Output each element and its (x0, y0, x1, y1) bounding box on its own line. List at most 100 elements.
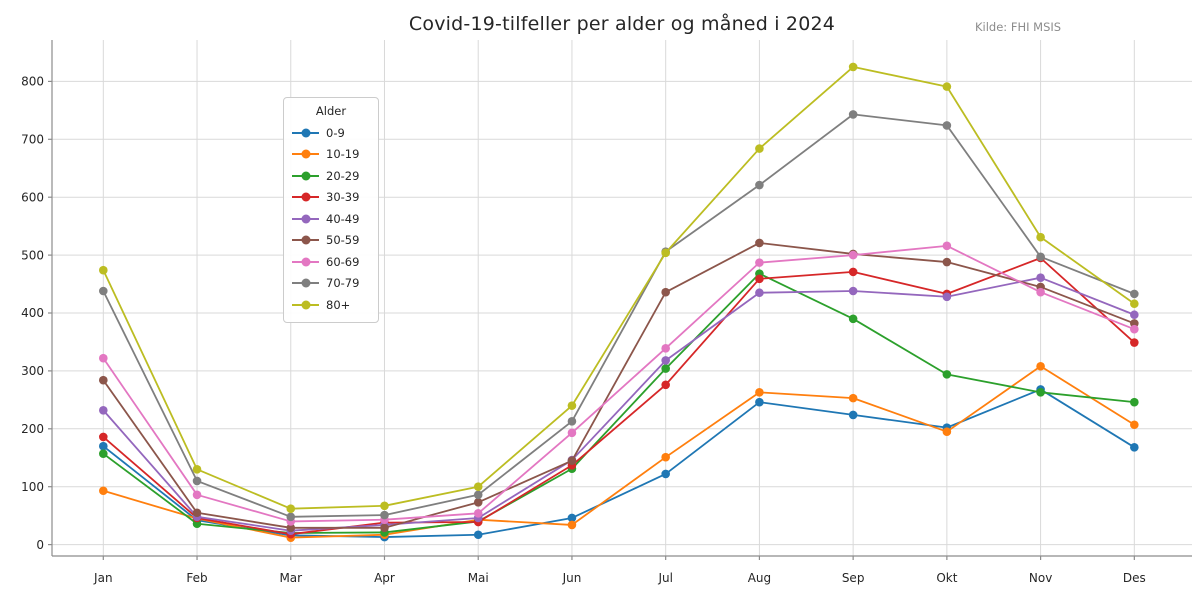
data-point (567, 520, 577, 530)
data-point (286, 504, 296, 514)
data-point (473, 498, 483, 507)
data-point (99, 286, 108, 296)
data-point (661, 469, 670, 479)
y-tick-label: 300 (21, 364, 44, 378)
data-point (942, 370, 952, 379)
y-tick-label: 500 (21, 248, 44, 262)
x-tick-label: Nov (1029, 571, 1052, 585)
data-point (99, 441, 108, 451)
legend-item-60-69: 60-69 (292, 251, 370, 273)
legend-label: 0-9 (326, 125, 345, 140)
data-point (1130, 420, 1139, 430)
data-point (192, 508, 202, 518)
series-line (102, 276, 1136, 532)
series-0-9 (99, 385, 1139, 542)
x-tick-label: Jun (562, 571, 582, 585)
legend-label: 70-79 (326, 276, 360, 291)
series-60-69 (99, 241, 1139, 526)
data-point (567, 456, 577, 465)
series-line (102, 244, 1136, 523)
data-point (192, 465, 202, 474)
data-point (755, 388, 764, 397)
data-point (755, 397, 764, 407)
y-tick-label: 200 (21, 422, 44, 436)
data-point (473, 530, 483, 540)
legend-item-70-79: 70-79 (292, 273, 370, 295)
data-point (848, 286, 858, 296)
data-point (1036, 273, 1045, 282)
y-tick-label: 0 (36, 538, 44, 552)
legend-item-50-59: 50-59 (292, 230, 370, 252)
series-line (102, 66, 1136, 510)
data-point (473, 509, 483, 518)
series-80+ (99, 62, 1139, 514)
data-point (286, 523, 296, 533)
data-point (99, 486, 108, 496)
y-tick-label: 700 (21, 133, 44, 147)
legend-marker-icon (292, 127, 319, 138)
series-line (102, 113, 1136, 518)
legend-item-20-29: 20-29 (292, 165, 370, 187)
data-point (1036, 361, 1045, 371)
data-point (380, 523, 389, 533)
y-tick-label: 600 (21, 190, 44, 204)
legend-marker-icon (292, 256, 319, 267)
legend-label: 40-49 (326, 211, 360, 226)
series-70-79 (99, 110, 1139, 522)
data-point (755, 258, 764, 267)
legend-marker-icon (292, 299, 319, 310)
series-10-19 (99, 361, 1139, 542)
legend-item-40-49: 40-49 (292, 208, 370, 230)
legend-item-0-9: 0-9 (292, 122, 370, 144)
x-tick-label: Aug (748, 571, 771, 585)
legend-item-10-19: 10-19 (292, 144, 370, 166)
data-point (661, 344, 670, 353)
data-point (473, 490, 483, 500)
data-point (473, 482, 483, 492)
x-tick-label: Jan (93, 571, 113, 585)
data-point (1130, 299, 1139, 309)
data-point (99, 405, 108, 415)
data-point (942, 82, 952, 91)
data-point (661, 248, 670, 258)
data-point (567, 513, 577, 523)
data-point (99, 265, 108, 275)
data-point (99, 353, 108, 363)
data-point (192, 490, 202, 500)
data-point (567, 401, 577, 410)
data-point (755, 144, 764, 153)
data-point (1036, 287, 1045, 297)
legend-title: Alder (315, 104, 347, 118)
legend-label: 30-39 (326, 190, 360, 205)
data-point (661, 380, 670, 390)
data-point (567, 416, 577, 426)
series-20-29 (99, 269, 1139, 538)
data-point (848, 267, 858, 277)
legend-label: 20-29 (326, 168, 360, 183)
data-point (848, 314, 858, 324)
x-tick-label: Des (1123, 571, 1146, 585)
data-point (1130, 338, 1139, 347)
data-point (1130, 397, 1139, 407)
data-point (1130, 443, 1139, 452)
legend-label: 60-69 (326, 254, 360, 269)
x-tick-label: Sep (842, 571, 865, 585)
legend: Alder 0-9 10-19 20-29 30-39 40-49 50-59 60-69 7… (283, 97, 379, 323)
legend-marker-icon (292, 192, 319, 203)
legend-label: 50-59 (326, 233, 360, 248)
data-point (661, 287, 670, 297)
data-point (1130, 310, 1139, 320)
series-50-59 (99, 238, 1139, 533)
legend-marker-icon (292, 170, 319, 181)
series-line (102, 257, 1136, 536)
x-tick-label: Feb (186, 571, 207, 585)
x-tick-label: Okt (936, 571, 957, 585)
data-point (848, 62, 858, 72)
data-point (755, 238, 764, 248)
data-point (380, 510, 389, 520)
legend-marker-icon (292, 235, 319, 246)
legend-marker-icon (292, 278, 319, 289)
data-point (661, 452, 670, 462)
data-point (942, 257, 952, 267)
